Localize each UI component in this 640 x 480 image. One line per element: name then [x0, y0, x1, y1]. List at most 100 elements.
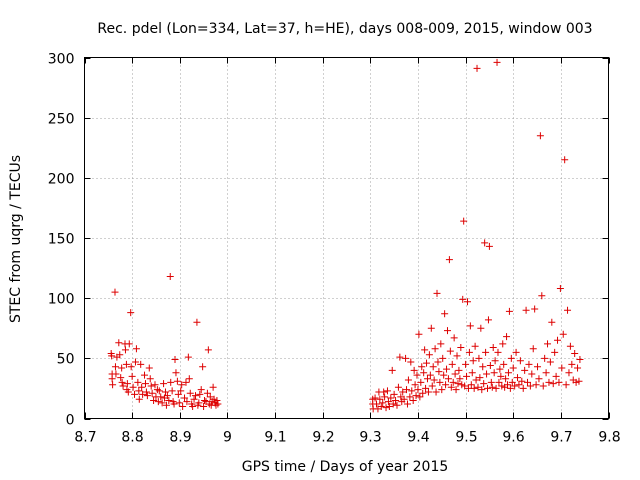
data-point — [154, 398, 162, 406]
data-point — [183, 398, 191, 406]
data-point — [447, 383, 455, 391]
data-point — [480, 380, 488, 388]
data-point — [538, 292, 546, 300]
y-tick-label: 50 — [57, 352, 75, 368]
data-point — [549, 380, 557, 388]
data-point — [531, 305, 539, 313]
data-point — [565, 369, 573, 377]
data-point — [371, 394, 379, 402]
data-point — [556, 285, 564, 293]
data-point — [494, 348, 502, 356]
data-point — [508, 378, 516, 386]
data-point — [478, 386, 486, 394]
data-point — [544, 340, 552, 348]
data-point — [435, 368, 443, 376]
data-point — [171, 356, 179, 364]
data-point — [522, 306, 530, 314]
data-point — [131, 390, 139, 398]
data-point — [449, 378, 457, 386]
data-point — [460, 217, 468, 225]
data-point — [562, 381, 570, 389]
x-tick-label: 9.3 — [359, 430, 381, 446]
data-point — [546, 358, 554, 366]
data-point — [484, 316, 492, 324]
data-point — [507, 354, 515, 362]
data-point — [514, 374, 522, 382]
data-point — [213, 396, 221, 404]
data-point — [554, 336, 562, 344]
data-point — [408, 387, 416, 395]
data-point — [399, 388, 407, 396]
data-point — [400, 395, 408, 403]
data-point — [552, 372, 560, 380]
data-point — [410, 366, 418, 374]
data-point — [524, 378, 532, 386]
data-point — [416, 393, 424, 401]
data-point — [454, 380, 462, 388]
data-point — [498, 382, 506, 390]
data-point — [206, 393, 214, 401]
data-point — [437, 340, 445, 348]
data-point — [443, 365, 451, 373]
data-point — [376, 395, 384, 403]
data-point — [564, 306, 572, 314]
data-point — [475, 354, 483, 362]
data-point — [423, 375, 431, 383]
data-point — [203, 389, 211, 397]
data-point — [545, 378, 553, 386]
data-point — [200, 402, 208, 410]
data-point — [453, 352, 461, 360]
data-point — [473, 64, 481, 72]
data-point — [474, 383, 482, 391]
data-point — [470, 384, 478, 392]
data-point — [521, 366, 529, 374]
data-point — [132, 345, 140, 353]
data-point — [491, 357, 499, 365]
data-point — [497, 372, 505, 380]
data-point — [182, 378, 190, 386]
data-point — [541, 354, 549, 362]
data-point — [111, 288, 119, 296]
data-point — [129, 383, 137, 391]
data-point — [483, 370, 491, 378]
data-point — [145, 364, 153, 372]
data-point — [151, 381, 159, 389]
data-point — [143, 392, 151, 400]
data-point — [377, 402, 385, 410]
data-point — [381, 393, 389, 401]
data-point — [515, 381, 523, 389]
data-point — [462, 360, 470, 368]
data-point — [496, 365, 504, 373]
axis-ticks — [84, 57, 610, 420]
data-point — [396, 353, 404, 361]
data-point — [463, 298, 471, 306]
data-point — [163, 392, 171, 400]
data-point — [574, 364, 582, 372]
data-point — [141, 380, 149, 388]
data-point — [571, 350, 579, 358]
data-point — [403, 400, 411, 408]
data-point — [426, 371, 434, 379]
data-point — [467, 381, 475, 389]
data-point — [148, 389, 156, 397]
data-point — [124, 388, 132, 396]
data-point — [201, 396, 209, 404]
data-point — [177, 387, 185, 395]
data-point — [504, 381, 512, 389]
data-point — [403, 386, 411, 394]
data-point — [160, 380, 168, 388]
data-point — [561, 156, 569, 164]
data-point — [566, 342, 574, 350]
data-point — [184, 353, 192, 361]
data-point — [485, 242, 493, 250]
data-points — [107, 58, 584, 413]
y-tick-label: 150 — [48, 232, 75, 248]
data-point — [134, 378, 142, 386]
data-point — [459, 295, 467, 303]
data-point — [434, 358, 442, 366]
data-point — [433, 289, 441, 297]
data-point — [536, 132, 544, 140]
data-point — [175, 399, 183, 407]
data-point — [411, 381, 419, 389]
data-point — [150, 396, 158, 404]
